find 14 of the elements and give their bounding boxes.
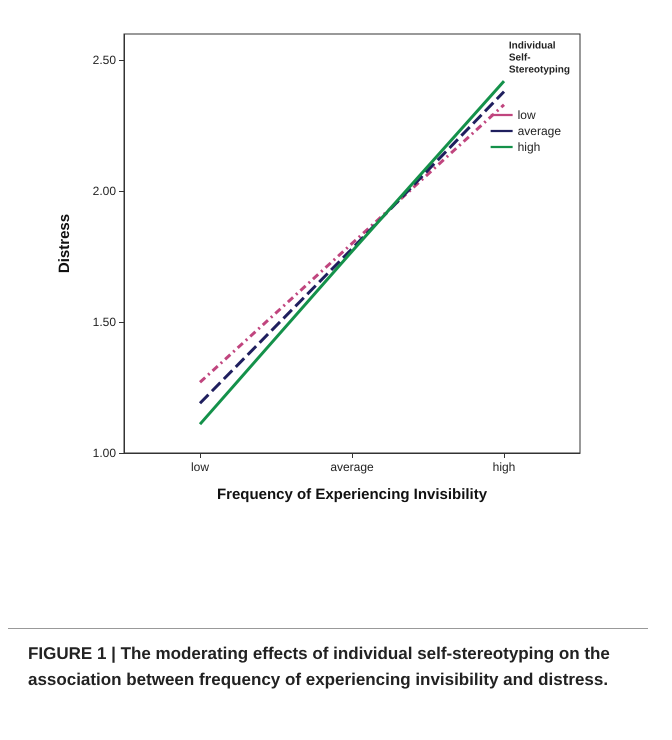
x-axis-title: Frequency of Experiencing Invisibility [216, 486, 488, 503]
y-tick-label: 1.50 [92, 315, 116, 330]
legend-label: low [518, 108, 536, 122]
x-tick-label: low [190, 460, 210, 474]
y-tick-label: 2.50 [92, 53, 116, 68]
legend-label: average [518, 124, 562, 138]
legend-title: Individual Self-Stereotyping [508, 40, 570, 76]
caption: FIGURE 1 | The moderating effects of individual self-stereotyping on the association between frequency of experiencing invisibility and distress. [8, 628, 648, 705]
x-tick-label: high [492, 460, 516, 474]
legend-label: high [518, 140, 540, 154]
y-tick-label: 2.00 [92, 184, 116, 198]
y-tick-label: 1.00 [92, 446, 116, 460]
x-tick-label: average [330, 460, 374, 474]
y-axis-title: Distress [56, 214, 73, 274]
